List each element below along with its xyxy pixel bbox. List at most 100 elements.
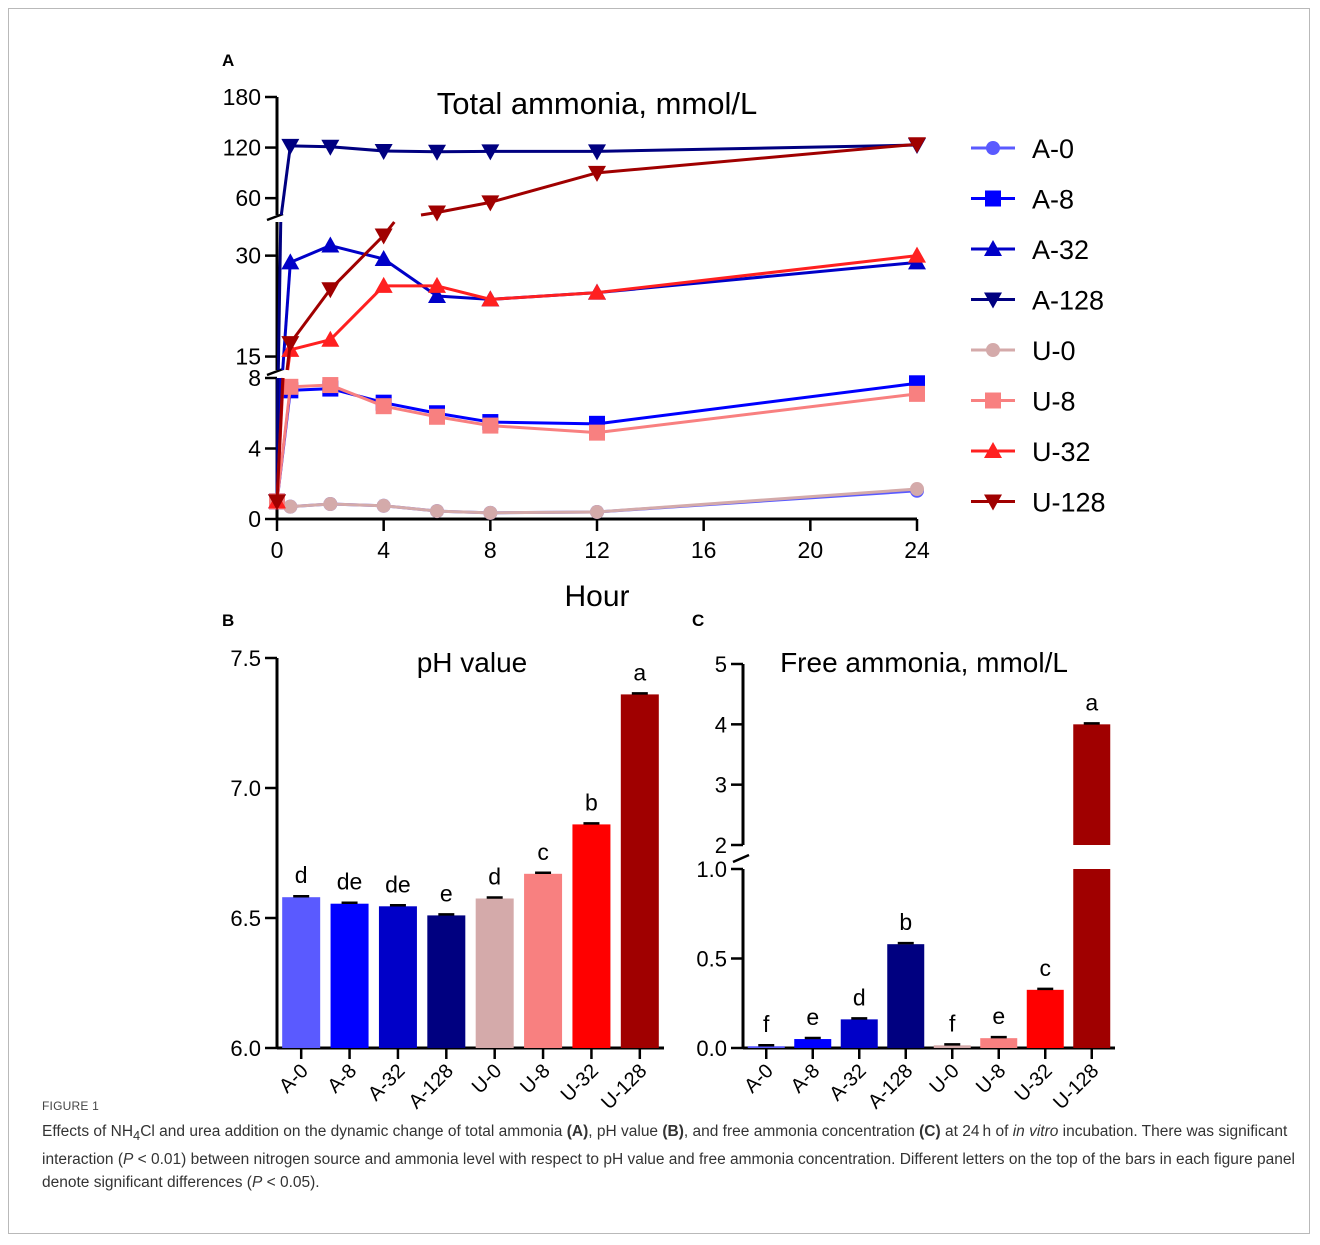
data-point	[321, 330, 340, 347]
significance-letter: f	[763, 1011, 770, 1037]
x-tick-label: U-128	[1049, 1060, 1103, 1114]
caption-text: < 0.01) between nitrogen source and ammo…	[42, 1150, 1295, 1192]
series-line	[490, 291, 598, 301]
data-point	[482, 417, 499, 434]
x-tick-label: 16	[691, 537, 717, 563]
x-tick-label: A-32	[364, 1060, 409, 1105]
series-line	[436, 284, 491, 301]
y-tick-label: 3	[715, 773, 727, 798]
y-tick-label: 30	[235, 243, 261, 269]
data-point	[985, 392, 1001, 409]
bar	[887, 944, 925, 1048]
series-line	[330, 145, 384, 153]
bar	[572, 824, 611, 1048]
x-tick-label: 12	[584, 537, 610, 563]
data-point	[281, 138, 300, 155]
x-tick-label: A-128	[864, 1060, 917, 1113]
series-line	[281, 262, 292, 371]
series-line	[596, 392, 918, 435]
legend-label: U-8	[1032, 387, 1076, 417]
data-point	[430, 504, 444, 519]
y-tick-label: 5	[715, 652, 727, 677]
x-tick-label: 20	[798, 537, 824, 563]
data-point	[588, 283, 606, 300]
y-tick-label: 120	[223, 135, 261, 161]
data-point	[984, 292, 1002, 309]
series-U-0	[270, 482, 924, 520]
legend: A-0 A-8 A-32 A-128 U-0 U-8 U-32 U-128	[971, 134, 1106, 518]
x-tick-label: A-0	[275, 1060, 313, 1098]
series-A-32	[268, 236, 926, 509]
data-point	[268, 494, 286, 511]
y-tick-label: 2	[715, 833, 727, 858]
caption-text: Effects of NH	[42, 1123, 134, 1140]
bar	[330, 903, 369, 1048]
x-axis-title: Hour	[564, 580, 629, 613]
series-line	[275, 377, 285, 502]
series-line	[383, 504, 438, 513]
bar	[980, 1038, 1018, 1048]
significance-letter: e	[806, 1004, 819, 1030]
series-line	[329, 383, 385, 408]
series-line	[383, 401, 438, 415]
series-line	[289, 338, 331, 352]
data-point	[374, 276, 393, 293]
data-point	[986, 343, 1000, 357]
bar	[1026, 989, 1064, 1048]
data-point	[481, 195, 500, 212]
y-tick-label: 0	[248, 506, 261, 532]
data-point	[322, 377, 339, 394]
data-point	[908, 246, 926, 263]
data-point	[428, 276, 446, 293]
x-tick-label: U-128	[597, 1060, 651, 1114]
series-line	[329, 234, 385, 291]
x-tick-label: U-0	[468, 1060, 506, 1098]
figure-label: FIGURE 1	[42, 1099, 99, 1113]
series-line	[436, 294, 491, 301]
series-U-128	[268, 137, 926, 511]
series-line	[383, 149, 438, 154]
significance-letter: d	[853, 984, 866, 1010]
series-line	[290, 144, 331, 149]
data-point	[376, 498, 391, 513]
series-line	[490, 510, 598, 515]
panel-label: B	[222, 611, 234, 630]
x-tick-label: U-32	[557, 1060, 603, 1106]
bar	[378, 906, 417, 1048]
series-line	[289, 244, 331, 264]
caption-panel-ref: (C)	[919, 1123, 941, 1140]
y-tick-label: 180	[223, 84, 261, 110]
y-tick-label: 60	[235, 185, 261, 211]
data-point	[281, 253, 300, 270]
bar	[620, 694, 659, 1048]
series-line	[436, 509, 491, 515]
series-line	[382, 257, 438, 298]
x-tick-label: A-8	[787, 1060, 825, 1098]
caption-text: incubation. There was significant intera…	[42, 1123, 1288, 1168]
data-point	[321, 282, 340, 299]
series-line	[436, 200, 491, 214]
x-tick-label: U-0	[925, 1060, 963, 1098]
series-line	[489, 171, 598, 204]
series-line	[279, 145, 292, 216]
data-point	[321, 139, 340, 156]
bar	[747, 1046, 785, 1048]
data-point	[428, 287, 446, 303]
panel-label: A	[222, 51, 234, 70]
y-tick-label: 4	[715, 712, 727, 737]
data-point	[374, 228, 393, 245]
y-tick-label: 1.0	[696, 857, 727, 882]
bar	[1073, 724, 1111, 845]
caption-text: at 24 h of	[940, 1123, 1013, 1140]
caption-italic: P	[122, 1150, 134, 1168]
data-point	[282, 378, 299, 395]
series-line	[490, 424, 598, 435]
axis-break	[732, 853, 750, 864]
data-point	[481, 144, 500, 161]
data-point	[984, 442, 1002, 458]
caption-text: , and free ammonia concentration	[683, 1123, 920, 1140]
bar	[840, 1019, 878, 1048]
caption-italic: in vitro	[1012, 1123, 1059, 1140]
